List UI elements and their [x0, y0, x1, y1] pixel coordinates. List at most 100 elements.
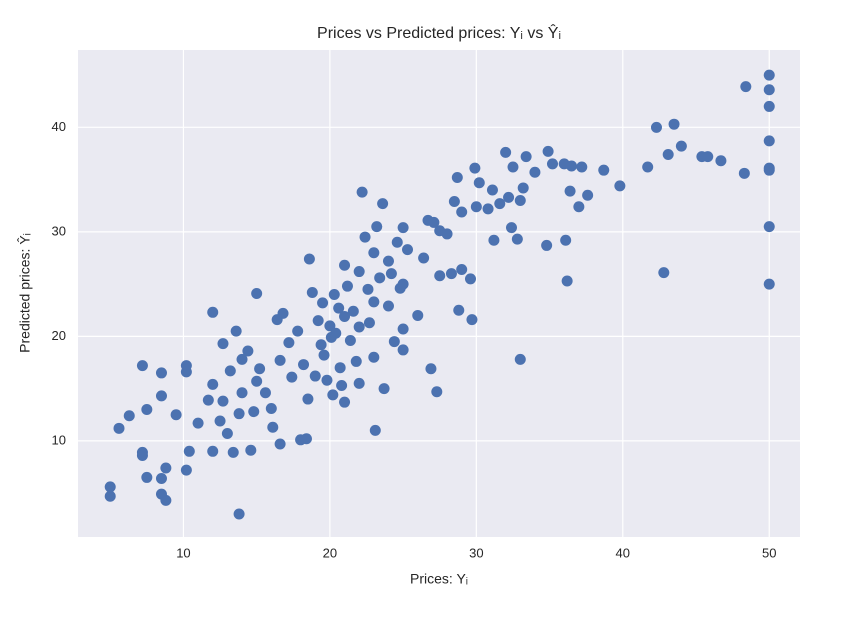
point: [341, 280, 353, 292]
point: [763, 164, 775, 176]
y-tick-label: 10: [52, 432, 66, 447]
point: [598, 164, 610, 176]
y-tick-label: 40: [52, 119, 66, 134]
point: [217, 338, 229, 350]
point: [277, 307, 289, 319]
point: [265, 402, 277, 414]
point: [328, 289, 340, 301]
point: [254, 363, 266, 375]
point: [155, 390, 167, 402]
point: [488, 234, 500, 246]
point: [517, 182, 529, 194]
point: [353, 377, 365, 389]
chart-title: Prices vs Predicted prices: Yᵢ vs Ŷᵢ: [317, 23, 561, 42]
point: [368, 351, 380, 363]
point: [155, 472, 167, 484]
point: [374, 272, 386, 284]
point: [344, 335, 356, 347]
point: [448, 196, 460, 208]
point: [368, 296, 380, 308]
point: [202, 394, 214, 406]
point: [306, 286, 318, 298]
point: [425, 363, 437, 375]
point: [542, 145, 554, 157]
point: [505, 222, 517, 234]
point: [104, 481, 116, 493]
point: [702, 151, 714, 163]
point: [207, 445, 219, 457]
point: [160, 494, 172, 506]
point: [233, 408, 245, 420]
point: [312, 315, 324, 327]
point: [327, 389, 339, 401]
point: [136, 360, 148, 372]
point: [397, 323, 409, 335]
point: [464, 273, 476, 285]
point: [469, 162, 481, 174]
point: [382, 300, 394, 312]
point: [763, 69, 775, 81]
point: [378, 383, 390, 395]
point: [445, 268, 457, 280]
point: [763, 84, 775, 96]
point: [658, 267, 670, 279]
point: [763, 221, 775, 233]
point: [763, 135, 775, 147]
point: [486, 184, 498, 196]
point: [113, 422, 125, 434]
point: [339, 259, 351, 271]
point: [514, 353, 526, 365]
point: [224, 365, 236, 377]
point: [397, 222, 409, 234]
point: [286, 371, 298, 383]
x-tick-label: 40: [616, 545, 630, 560]
point: [359, 231, 371, 243]
point: [334, 362, 346, 374]
point: [274, 438, 286, 450]
point: [482, 203, 494, 215]
point: [251, 288, 263, 299]
point: [428, 216, 440, 228]
point: [662, 149, 674, 161]
point: [207, 378, 219, 390]
point: [511, 233, 523, 245]
point: [456, 206, 468, 218]
point: [397, 344, 409, 356]
point: [566, 160, 578, 172]
point: [267, 421, 279, 433]
point: [470, 201, 482, 213]
point: [650, 121, 662, 133]
point: [668, 118, 680, 130]
point: [529, 166, 541, 178]
point: [466, 314, 478, 326]
point: [715, 155, 727, 167]
point: [309, 370, 321, 382]
point: [582, 189, 594, 201]
point: [397, 278, 409, 290]
point: [180, 464, 192, 476]
point: [371, 221, 383, 233]
point: [441, 228, 453, 240]
y-axis-label: Predicted prices: Ŷᵢ: [17, 233, 33, 353]
point: [353, 266, 365, 278]
point: [503, 191, 515, 203]
point: [242, 345, 254, 357]
point: [418, 252, 430, 264]
point: [347, 305, 359, 317]
point: [330, 327, 342, 339]
point: [123, 410, 135, 422]
point: [274, 354, 286, 366]
point: [230, 325, 242, 337]
point: [368, 247, 380, 259]
plot-area: [78, 50, 800, 537]
point: [283, 337, 295, 349]
point: [339, 310, 351, 322]
point: [207, 306, 219, 318]
point: [300, 433, 312, 445]
point: [388, 336, 400, 348]
point: [642, 161, 654, 173]
point: [192, 417, 204, 429]
point: [451, 171, 463, 183]
point: [362, 283, 374, 295]
x-tick-label: 30: [469, 545, 483, 560]
